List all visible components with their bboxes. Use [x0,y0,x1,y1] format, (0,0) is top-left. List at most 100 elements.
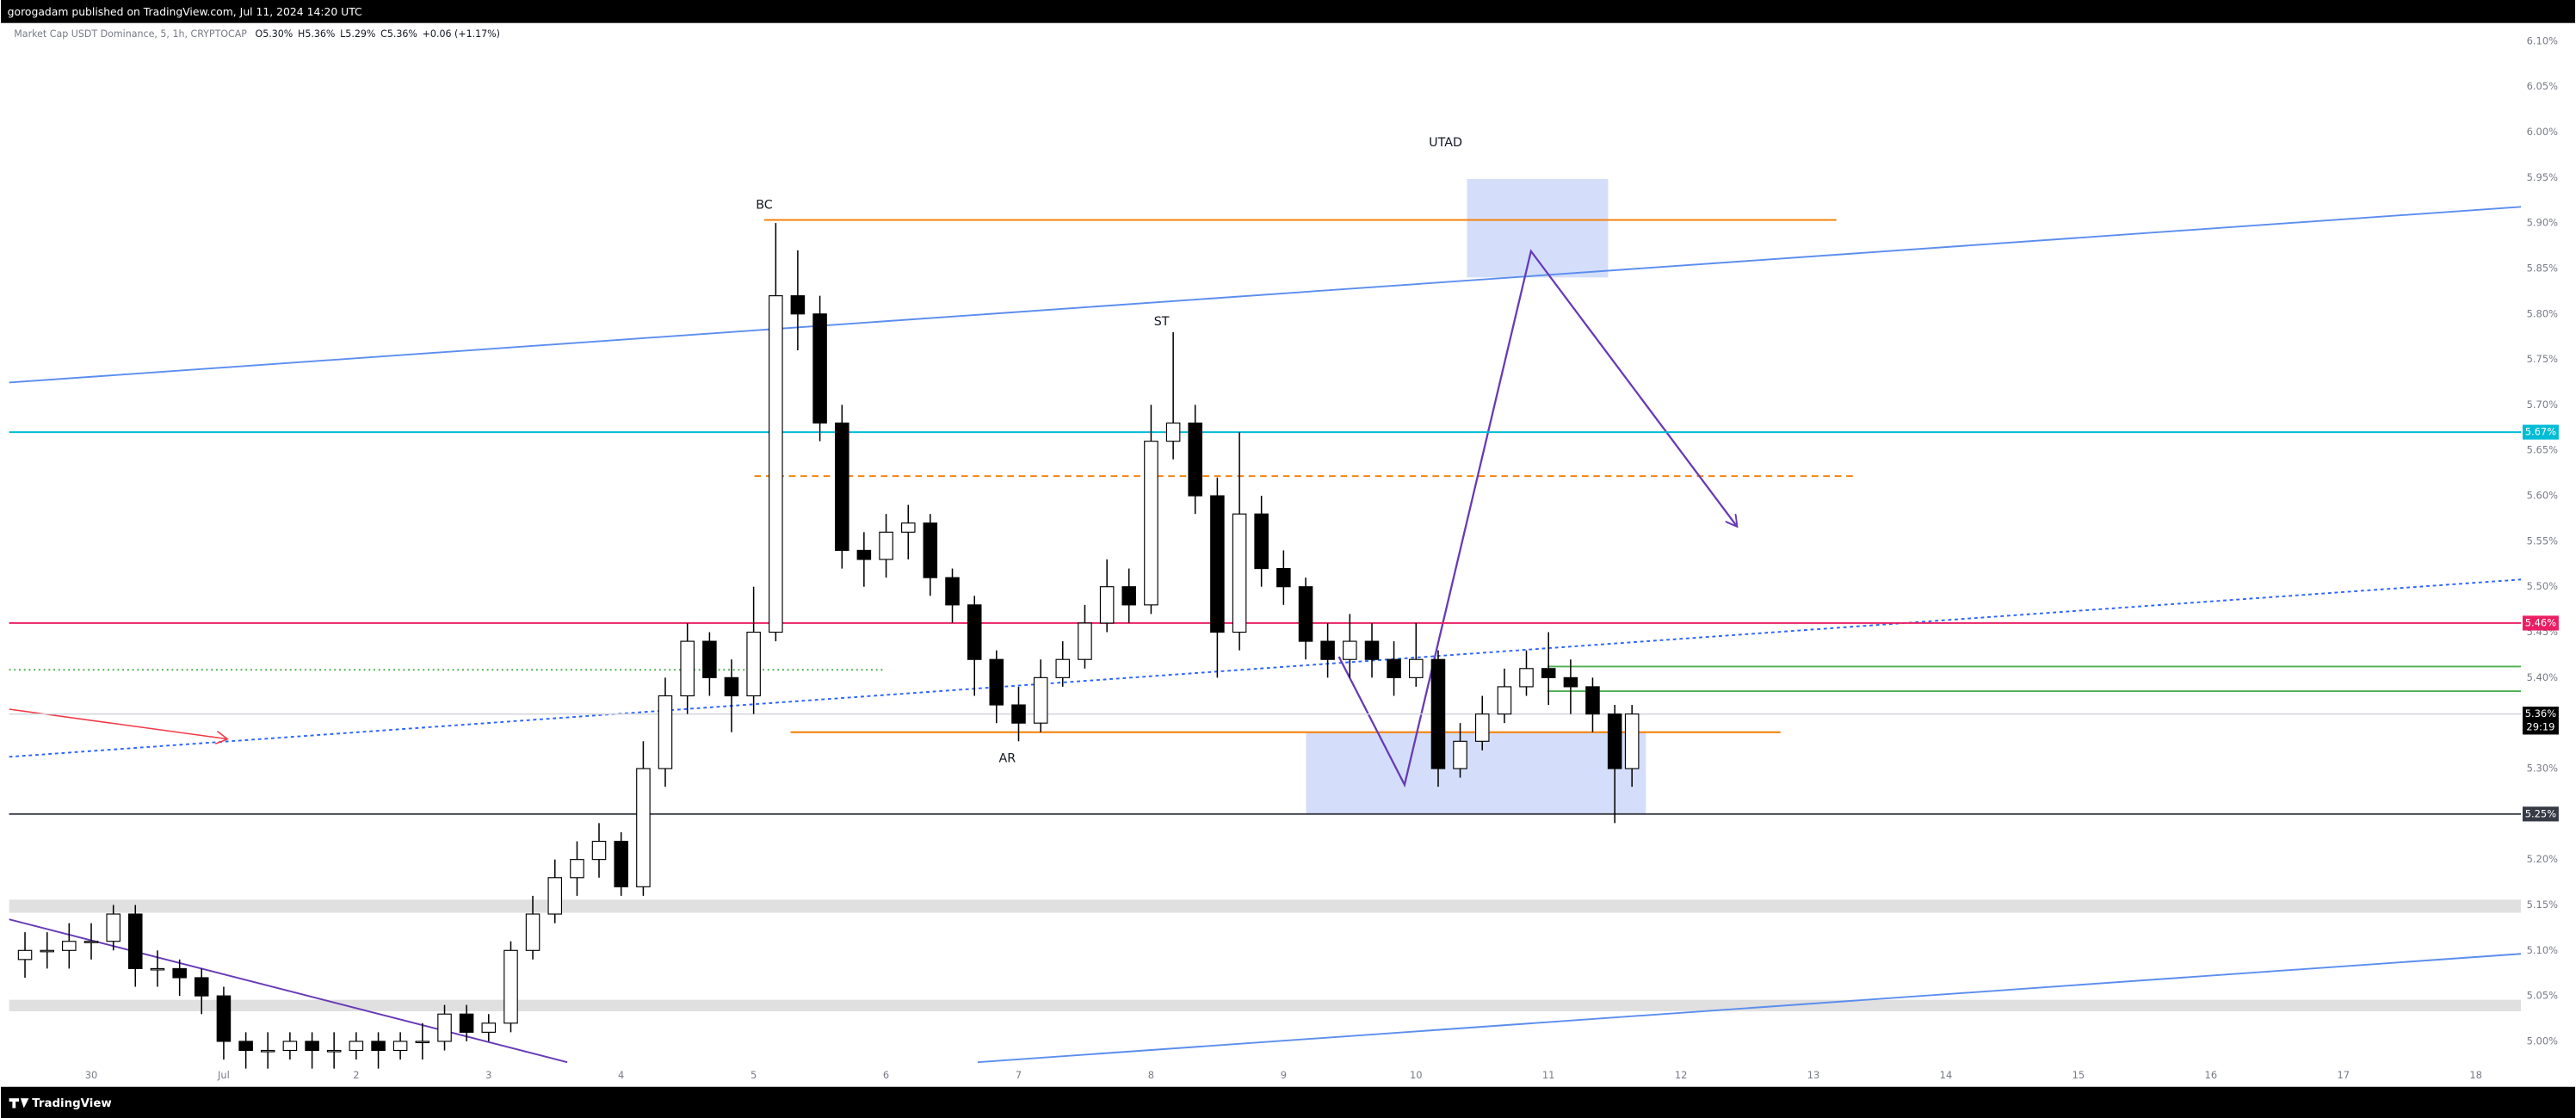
candle-body [1121,586,1136,606]
y-tick-label: 5.60% [2527,490,2558,502]
x-tick-label: 4 [618,1069,624,1081]
y-tick-label: 5.30% [2527,762,2558,774]
candle-body [1430,658,1446,769]
candle-body [1298,586,1313,642]
y-tick-label: 5.55% [2527,534,2558,547]
candle-body [1033,676,1048,724]
y-tick-label: 6.10% [2527,34,2558,46]
candle-body [150,967,165,971]
y-tick-label: 6.00% [2527,126,2558,138]
y-tick-label: 5.65% [2527,444,2558,456]
candle-body [1144,441,1158,606]
candle-body [106,913,120,942]
candle-body [1320,640,1335,660]
x-tick-label: 14 [1940,1069,1953,1081]
candle-body [856,549,872,560]
x-tick-label: 30 [85,1069,98,1081]
candle-body [1519,668,1534,688]
y-tick-label: 5.80% [2527,307,2558,319]
price-label-box [2522,615,2559,631]
y-tick-label: 5.10% [2527,944,2558,956]
candle-body [62,941,77,951]
candle-body [503,949,518,1024]
candle-body [392,1041,408,1052]
y-tick-label: 5.85% [2527,262,2558,274]
candle-body [658,695,673,769]
x-tick-label: 17 [2337,1069,2350,1081]
trend-line [977,953,2522,1064]
annotation: UTAD [1429,136,1462,150]
ohlc-value: +0.06 (+1.17%) [423,28,500,40]
candle-body [680,640,695,697]
candle-body [1624,713,1640,769]
price-lines [9,431,2522,815]
brand-logo [9,1098,29,1109]
publish-info: gorogadam published on TradingView.com, … [8,5,362,18]
candle-body [769,295,783,633]
price-label: 5.46% [2525,616,2556,628]
price-label: 5.25% [2525,807,2556,819]
candle-body [1585,686,1600,715]
bottom-bar [1,1086,2575,1118]
y-tick-label: 5.70% [2527,398,2558,411]
ohlc-value: H5.36% [298,28,335,40]
candle-body [967,604,982,660]
trend-line [9,206,2522,384]
trend-line [9,918,568,1064]
y-tick-label: 6.05% [2527,80,2558,92]
top-bar [1,0,2575,23]
candle-body [216,995,232,1042]
candle-body [1387,658,1401,678]
candle-body [1343,640,1357,660]
candle-body [40,949,55,953]
y-tick-label: 5.75% [2527,353,2558,365]
candle-body [746,631,761,697]
candle-body [238,1041,253,1052]
candle-body [1276,568,1291,588]
candle-body [901,522,916,533]
price-label-box [2522,424,2559,440]
candle-body [1364,640,1380,660]
candle-body [127,913,143,969]
candle-body [879,531,893,560]
price-label: 5.67% [2525,426,2556,438]
candle-body [282,1041,298,1052]
candle-body [1409,658,1424,678]
legend: Market Cap USDT Dominance, 5, 1h, CRYPTO… [14,28,500,40]
candle-body [17,949,33,960]
candle-body [923,522,938,578]
candle-body [1254,513,1269,570]
candle-body [1607,713,1622,769]
candle-body [1055,658,1071,678]
x-tick-label: 5 [751,1069,757,1081]
candle-body [1099,586,1115,624]
candle-body [371,1041,386,1052]
candle-body [1188,422,1202,497]
ohlc-value: O5.30% [256,28,293,40]
zone-band [9,999,2522,1012]
x-tick-label: 7 [1016,1069,1022,1081]
y-tick-label: 5.20% [2527,853,2558,865]
x-tick-label: 3 [485,1069,491,1081]
x-tick-label: 10 [1410,1069,1423,1081]
candle-body [1541,668,1556,678]
candle-body [83,941,99,943]
candle-body [636,768,651,887]
brand[interactable]: TradingView [32,1097,111,1110]
annotation: BC [756,198,773,212]
last-price-box [2522,707,2559,735]
x-tick-label: 8 [1148,1069,1154,1081]
candle-body [989,658,1004,706]
y-tick-label: 5.00% [2527,1035,2558,1047]
candle-body [1165,422,1181,442]
candle-body [547,877,563,915]
candle-body [437,1013,452,1042]
candle-body [1210,495,1225,633]
projection-path [1337,249,1737,788]
x-tick-label: 13 [1807,1069,1820,1081]
candles [17,223,1640,1069]
candle-body [172,967,187,979]
